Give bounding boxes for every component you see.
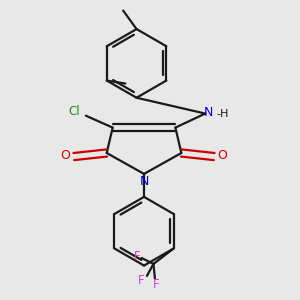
Text: O: O	[218, 149, 227, 162]
Text: Cl: Cl	[69, 105, 80, 118]
Text: N: N	[204, 106, 214, 119]
Text: O: O	[61, 149, 70, 162]
Text: F: F	[138, 274, 145, 287]
Text: F: F	[153, 278, 160, 291]
Text: -H: -H	[216, 110, 229, 119]
Text: F: F	[134, 250, 140, 263]
Text: N: N	[139, 175, 149, 188]
